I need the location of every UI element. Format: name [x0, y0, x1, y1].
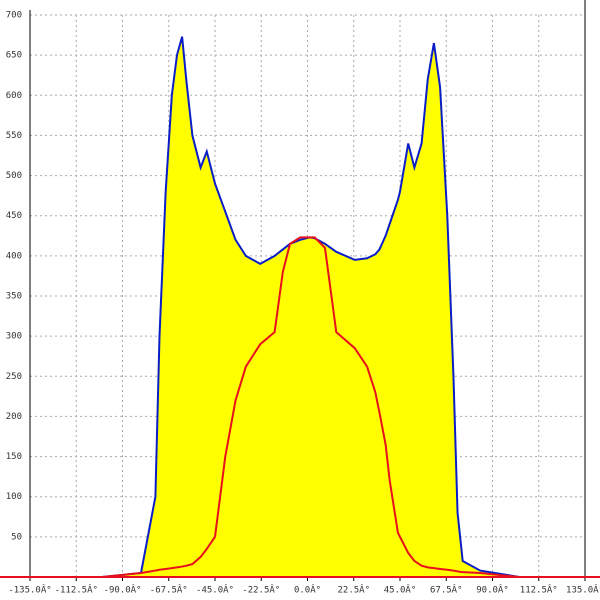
x-tick-label: 90.0Â°	[476, 584, 509, 596]
y-tick-label: 50	[11, 532, 22, 542]
y-tick-label: 350	[6, 292, 22, 302]
y-tick-label: 150	[6, 452, 22, 462]
area-fill	[30, 36, 585, 578]
y-tick-label: 250	[6, 372, 22, 382]
x-tick-label: -112.5Â°	[55, 584, 98, 596]
x-tick-label: 45.0Â°	[384, 584, 417, 596]
y-tick-label: 600	[6, 91, 22, 101]
x-tick-label: -67.5Â°	[150, 584, 188, 596]
y-tick-label: 500	[6, 171, 22, 181]
y-tick-label: 650	[6, 51, 22, 61]
x-tick-label: -45.0Â°	[196, 584, 234, 596]
y-tick-label: 300	[6, 332, 22, 342]
y-tick-label: 450	[6, 211, 22, 221]
x-tick-label: 0.0Â°	[294, 584, 321, 596]
x-tick-label: 22.5Â°	[337, 584, 370, 596]
x-tick-label: 112.5Â°	[520, 584, 558, 596]
series-line	[30, 236, 585, 578]
y-tick-label: 200	[6, 412, 22, 422]
x-tick-label: -135.0Â°	[8, 584, 51, 596]
x-tick-label: 67.5Â°	[430, 584, 463, 596]
y-tick-label: 550	[6, 131, 22, 141]
x-tick-label: -90.0Â°	[104, 584, 142, 596]
y-tick-label: 100	[6, 492, 22, 502]
y-tick-label: 400	[6, 251, 22, 261]
x-tick-label: -22.5Â°	[242, 584, 280, 596]
x-tick-label: 135.0Â°	[566, 584, 600, 596]
y-tick-label: 700	[6, 11, 22, 21]
